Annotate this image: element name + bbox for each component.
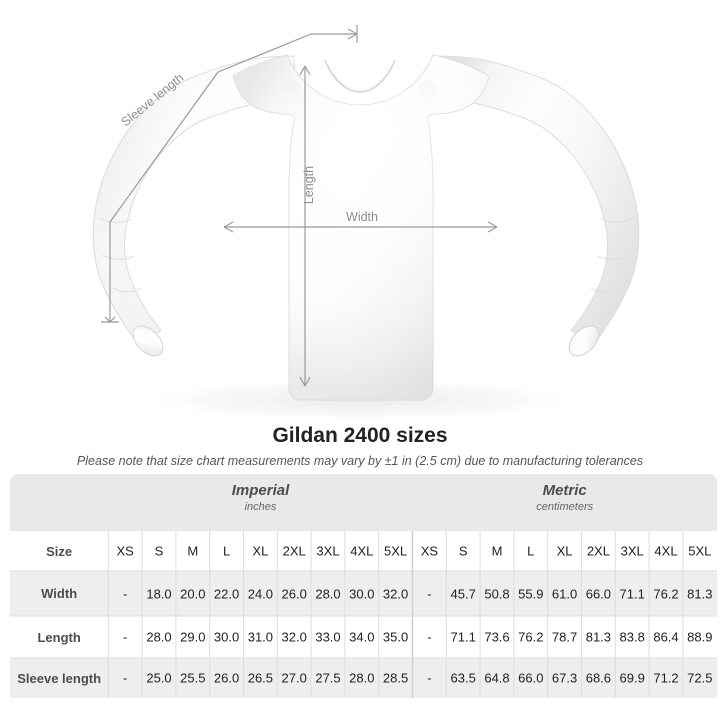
svg-text:Width: Width — [346, 210, 378, 224]
svg-text:Length: Length — [302, 166, 316, 204]
